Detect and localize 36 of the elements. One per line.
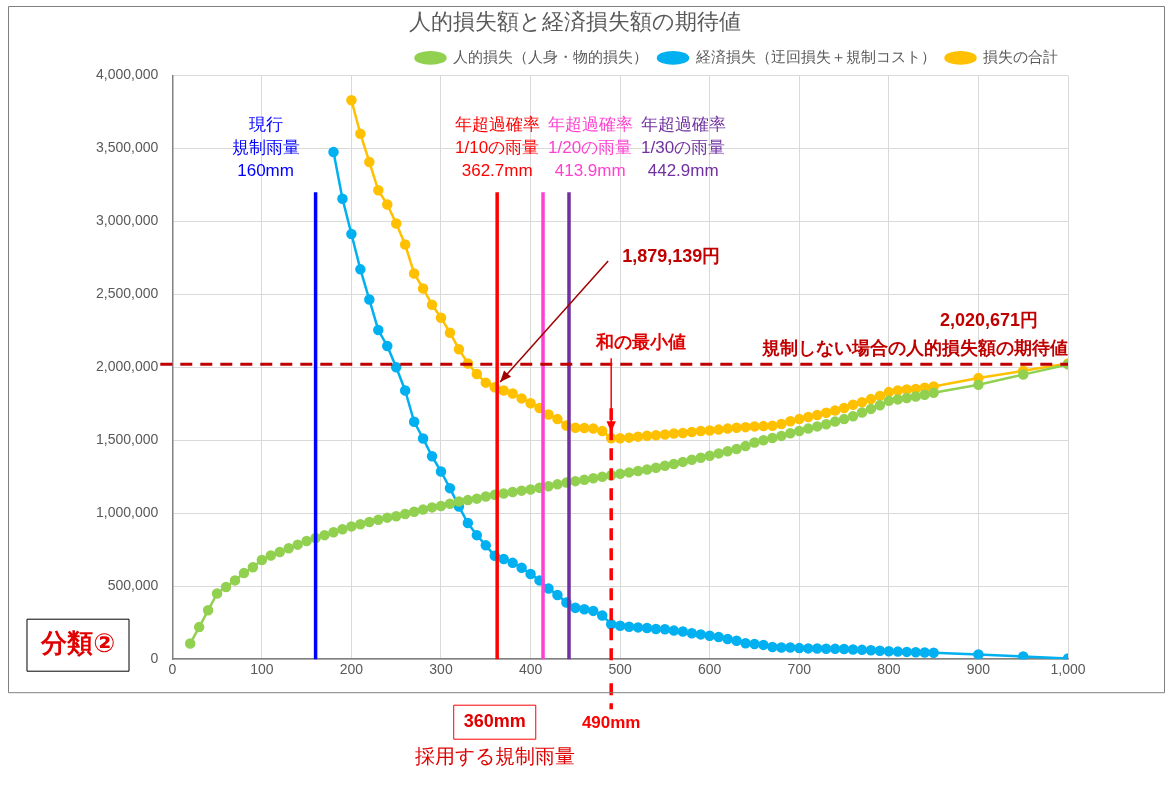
- y-tick-label: 4,000,000: [95, 66, 159, 83]
- x-tick-label: 500: [608, 661, 633, 678]
- text: 分類②: [39, 628, 116, 659]
- x-tick-label: 600: [698, 661, 722, 678]
- ref-line-label: 現行規制雨量 160mm: [231, 115, 300, 181]
- chart-title: 人的損失額と経済損失額の期待値: [409, 9, 741, 35]
- y-tick-label: 3,000,000: [95, 212, 159, 229]
- x-tick-label: 900: [966, 661, 991, 678]
- y-tick-label: 2,000,000: [95, 358, 159, 375]
- y-tick-label: 1,500,000: [95, 431, 159, 448]
- annotation: 360mm: [463, 711, 526, 732]
- legend-label: 人的損失（人身・物的損失）: [453, 48, 648, 66]
- annotation: 和の最小値: [595, 332, 687, 353]
- ref-line-label: 年超過確率 1/20の雨量 413.9mm: [547, 115, 633, 181]
- y-tick-label: 0: [150, 650, 159, 667]
- y-tick-label: 3,500,000: [95, 139, 159, 156]
- x-tick-label: 400: [518, 661, 543, 678]
- ref-line-label: 年超過確率 1/30の雨量 442.9mm: [640, 115, 726, 181]
- x-tick-label: 1,000: [1050, 661, 1086, 678]
- y-tick-label: 2,500,000: [95, 285, 159, 302]
- ref-line-label: 490mm: [581, 713, 641, 733]
- annotation: 1,879,139円: [622, 245, 721, 266]
- x-tick-label: 300: [429, 661, 453, 678]
- x-tick-label: 800: [877, 661, 901, 678]
- y-tick-label: 500,000: [107, 577, 159, 594]
- x-tick-label: 700: [787, 661, 812, 678]
- x-tick-label: 200: [339, 661, 364, 678]
- x-tick-label: 100: [250, 661, 274, 678]
- ref-line-label: 規制しない場合の人的損失額の期待値: [761, 338, 1068, 359]
- y-tick-label: 1,000,000: [95, 504, 159, 521]
- legend-label: 経済損失（迂回損失＋規制コスト）: [694, 48, 936, 66]
- x-tick-label: 0: [168, 661, 177, 678]
- ref-line-label: 年超過確率 1/10の雨量 362.7mm: [454, 115, 540, 181]
- annotation: 2,020,671円: [939, 310, 1038, 331]
- text: 採用する規制雨量: [414, 744, 575, 767]
- legend-label: 損失の合計: [983, 48, 1058, 66]
